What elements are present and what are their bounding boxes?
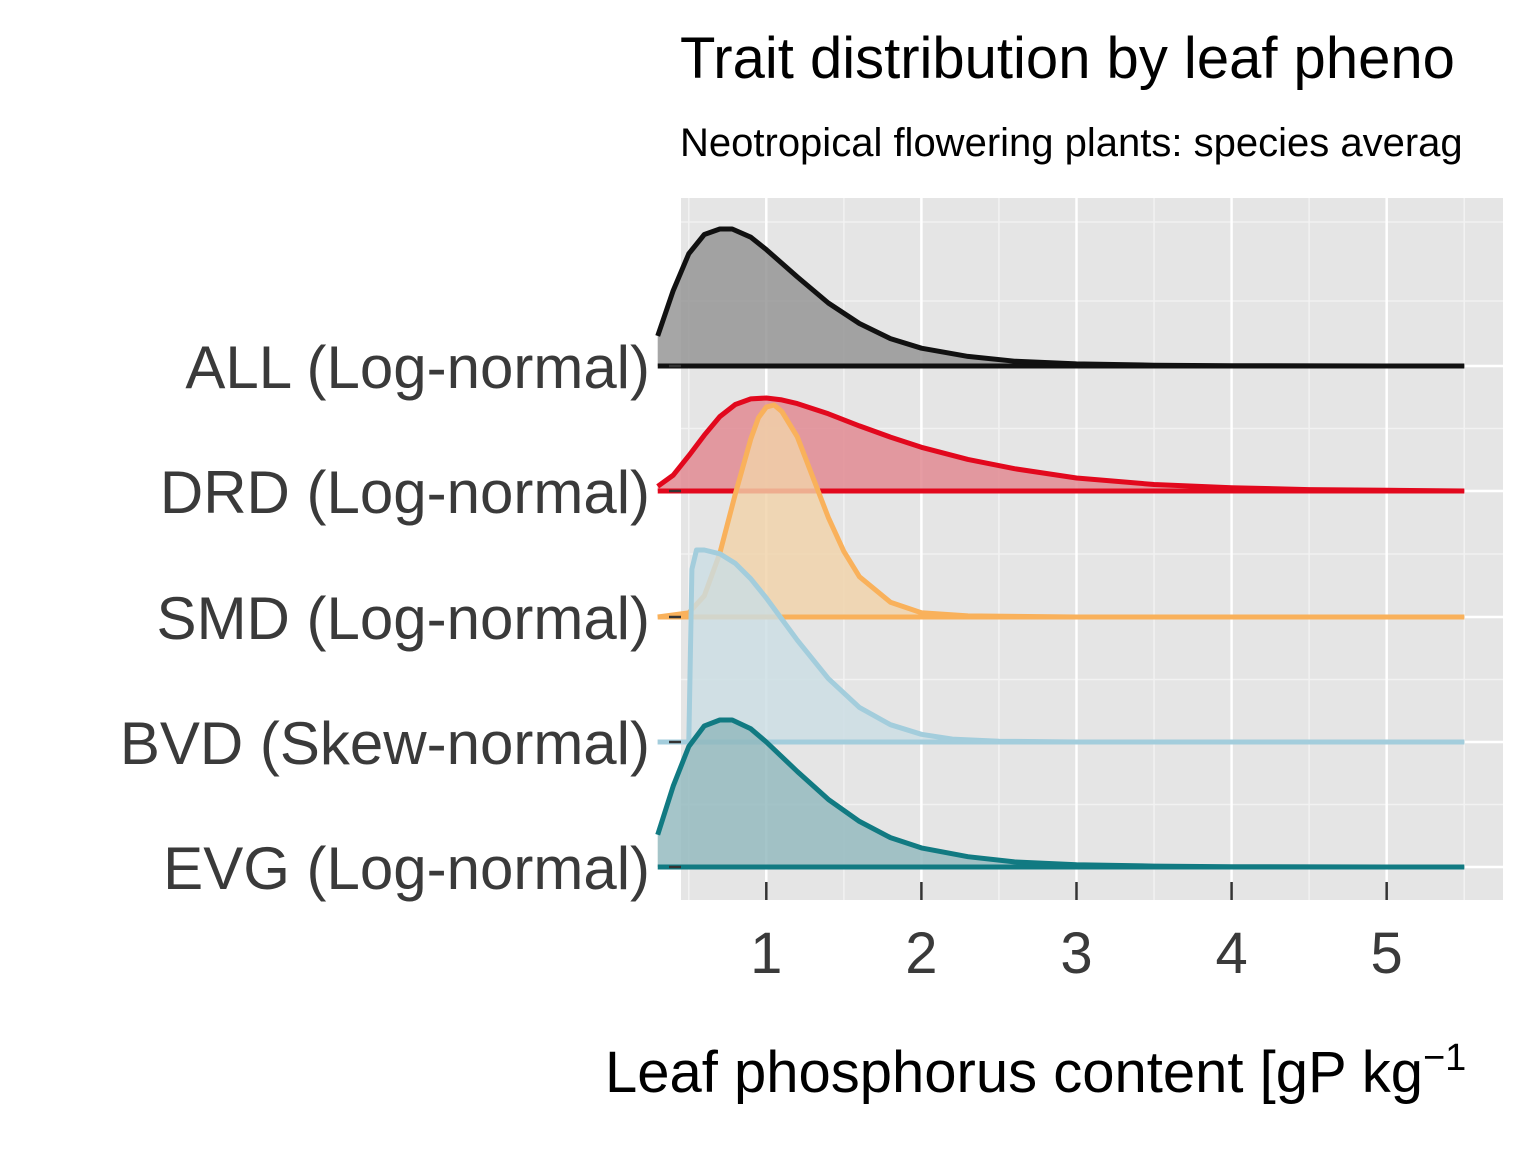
y-tick-label: SMD (Log-normal) (157, 585, 650, 652)
y-tick-label: BVD (Skew-normal) (120, 710, 650, 777)
ridge-line (655, 717, 1465, 870)
x-tick-label: 1 (750, 921, 782, 986)
ridge-line (657, 402, 1465, 620)
chart-subtitle: Neotropical flowering plants: species av… (680, 121, 1463, 165)
x-axis-title: Leaf phosphorus content [gP kg−1 (605, 1037, 1466, 1105)
ridge-fill (657, 398, 1465, 491)
x-axis-title-text: Leaf phosphorus content [gP kg (605, 1040, 1423, 1105)
y-tick-label: ALL (Log-normal) (185, 334, 650, 401)
x-tick-label: 2 (905, 921, 937, 986)
ridge-fill (657, 720, 1465, 867)
ridge-line (657, 547, 1465, 745)
ridge-line (656, 395, 1465, 494)
x-tick-label: 4 (1215, 921, 1247, 986)
chart-title: Trait distribution by leaf pheno (680, 26, 1455, 91)
x-axis-title-superscript: −1 (1423, 1037, 1466, 1079)
ridge-all (655, 226, 1465, 369)
ridge-evg (655, 717, 1465, 870)
ridges (655, 226, 1465, 870)
ridge-fill (657, 229, 1465, 366)
x-tick-label: 5 (1371, 921, 1403, 986)
x-tick-label: 3 (1060, 921, 1092, 986)
y-tick-label: DRD (Log-normal) (160, 459, 650, 526)
y-axis: ALL (Log-normal) DRD (Log-normal) SMD (Log… (120, 334, 681, 902)
y-tick-label: EVG (Log-normal) (163, 835, 650, 902)
x-axis: 1 2 3 4 5 (750, 882, 1403, 986)
ridge-line (655, 226, 1465, 369)
